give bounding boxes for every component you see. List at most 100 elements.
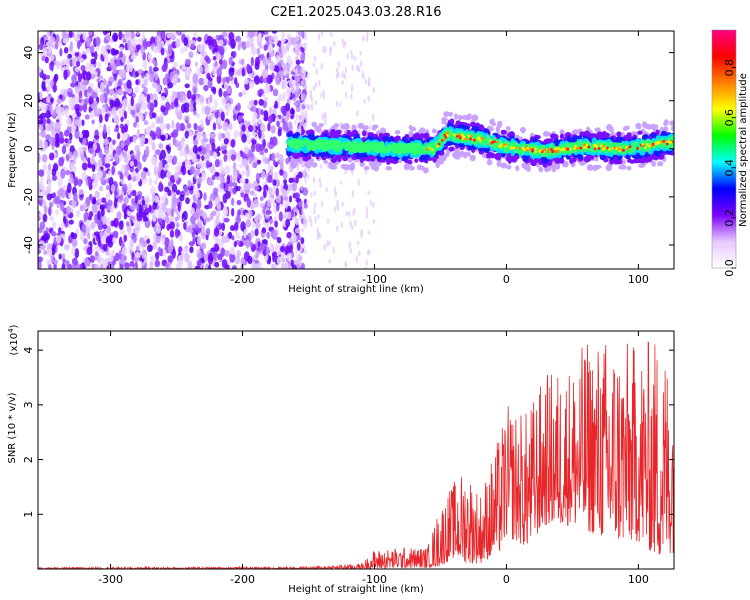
noise-speckle	[201, 155, 205, 161]
signal-cell	[500, 162, 508, 169]
noise-speckle	[183, 222, 187, 230]
noise-speckle	[353, 208, 356, 213]
noise-speckle	[124, 262, 130, 269]
noise-speckle	[323, 110, 327, 119]
noise-speckle	[135, 172, 141, 183]
noise-speckle	[303, 99, 306, 107]
noise-speckle	[73, 34, 79, 41]
noise-speckle	[51, 192, 57, 198]
noise-speckle	[271, 31, 278, 34]
noise-speckle	[350, 50, 353, 55]
signal-cell	[450, 146, 455, 151]
noise-speckle	[345, 211, 348, 216]
signal-cell	[471, 114, 479, 122]
noise-speckle	[329, 49, 332, 57]
noise-speckle	[143, 87, 149, 93]
noise-speckle	[197, 36, 202, 42]
signal-cell	[361, 130, 367, 137]
noise-speckle	[85, 37, 90, 47]
noise-speckle	[82, 138, 87, 146]
noise-speckle	[233, 113, 237, 122]
noise-speckle	[41, 80, 46, 90]
noise-speckle	[259, 196, 264, 202]
noise-speckle	[259, 150, 265, 156]
signal-cell	[357, 122, 365, 129]
noise-speckle	[313, 190, 316, 196]
noise-speckle	[68, 132, 73, 141]
signal-cell	[330, 164, 338, 170]
noise-speckle	[151, 156, 157, 166]
noise-speckle	[38, 152, 41, 163]
noise-speckle	[107, 125, 111, 136]
noise-speckle	[122, 38, 127, 44]
noise-speckle	[103, 138, 110, 146]
noise-speckle	[310, 192, 313, 198]
noise-speckle	[243, 145, 250, 155]
noise-speckle	[197, 253, 203, 259]
noise-speckle	[140, 45, 145, 55]
noise-speckle	[71, 237, 78, 248]
noise-speckle	[71, 264, 77, 269]
noise-speckle	[264, 31, 269, 35]
noise-speckle	[169, 221, 176, 230]
noise-speckle	[179, 91, 184, 97]
noise-speckle	[192, 140, 199, 146]
noise-speckle	[221, 235, 227, 244]
noise-speckle	[41, 103, 48, 112]
noise-speckle	[68, 219, 74, 225]
noise-speckle	[275, 54, 280, 64]
noise-speckle	[136, 128, 141, 140]
noise-speckle	[172, 77, 176, 83]
noise-speckle	[192, 212, 199, 218]
noise-speckle	[251, 131, 258, 136]
noise-speckle	[229, 187, 234, 194]
noise-speckle	[278, 211, 283, 222]
noise-speckle	[295, 247, 298, 255]
noise-speckle	[65, 170, 71, 175]
noise-speckle	[203, 138, 209, 143]
noise-speckle	[275, 194, 281, 205]
noise-speckle	[213, 227, 220, 237]
signal-cell	[467, 113, 472, 120]
noise-speckle	[180, 104, 186, 114]
noise-speckle	[87, 86, 92, 93]
noise-speckle	[266, 231, 270, 239]
noise-speckle	[133, 122, 137, 128]
noise-speckle	[291, 181, 298, 192]
noise-speckle	[313, 55, 317, 62]
signal-cell	[367, 132, 375, 137]
noise-speckle	[58, 227, 62, 234]
noise-speckle	[274, 243, 281, 254]
noise-speckle	[121, 126, 126, 134]
signal-cell	[594, 127, 601, 133]
noise-speckle	[40, 112, 47, 119]
noise-speckle	[49, 136, 54, 146]
noise-speckle	[170, 132, 175, 138]
signal-cell	[318, 123, 324, 128]
signal-cell	[457, 114, 463, 121]
signal-cell	[286, 149, 293, 157]
noise-speckle	[213, 187, 219, 195]
noise-speckle	[134, 51, 139, 57]
noise-speckle	[146, 171, 151, 177]
signal-cell	[363, 165, 370, 171]
noise-speckle	[258, 144, 265, 152]
signal-cell	[340, 163, 348, 170]
noise-speckle	[246, 63, 251, 72]
noise-speckle	[160, 47, 165, 56]
noise-speckle	[261, 227, 267, 234]
noise-speckle	[261, 239, 268, 245]
noise-speckle	[203, 50, 208, 57]
noise-speckle	[196, 113, 200, 119]
noise-speckle	[287, 183, 293, 191]
noise-speckle	[321, 113, 324, 121]
noise-speckle	[102, 50, 109, 58]
noise-speckle	[88, 211, 94, 218]
signal-cell	[583, 155, 590, 163]
noise-speckle	[285, 43, 290, 52]
noise-speckle	[163, 237, 170, 247]
noise-speckle	[112, 236, 117, 244]
noise-speckle	[230, 154, 236, 161]
noise-speckle	[159, 134, 166, 141]
noise-speckle	[104, 113, 109, 122]
